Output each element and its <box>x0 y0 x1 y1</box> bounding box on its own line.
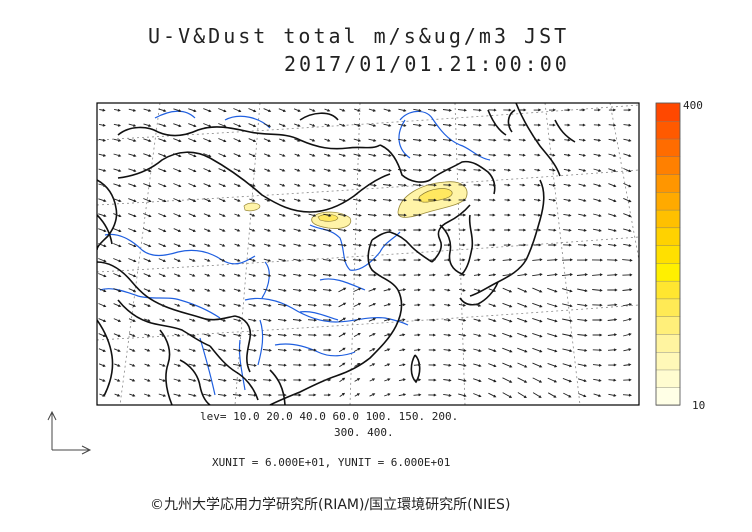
colorbar-segment <box>655 191 681 211</box>
coastlines-and-borders <box>97 103 576 405</box>
colorbar-segment <box>655 298 681 317</box>
dust-concentration-areas <box>243 181 468 229</box>
wind-arrow-field <box>98 108 633 398</box>
colorbar-segment <box>655 156 681 175</box>
colorbar-segment <box>655 315 681 335</box>
colorbar-min-label: 10 <box>692 399 706 412</box>
wind-vectors <box>98 108 633 398</box>
colorbar-max-label: 400 <box>683 99 703 112</box>
colorbar-segment <box>655 209 681 229</box>
map-frame <box>96 102 640 406</box>
colorbar <box>655 102 681 406</box>
colorbar-segment <box>655 262 681 282</box>
colorbar-frame <box>655 102 681 406</box>
colorbar-segment <box>655 351 681 371</box>
colorbar-segment <box>655 333 681 353</box>
map-timestamp: 2017/01/01.21:00:00 <box>284 52 570 76</box>
colorbar-segment <box>655 387 681 406</box>
colorbar-segment <box>655 369 681 388</box>
colorbar-segment <box>655 138 681 157</box>
copyright-notice: ©九州大学応用力学研究所(RIAM)/国立環境研究所(NIES) <box>150 497 511 513</box>
map-title: U-V&Dust total m/s&ug/m3 JST <box>148 24 570 48</box>
colorbar-segment <box>655 120 681 140</box>
contour-levels-line2: 300. 400. <box>334 426 394 439</box>
reference-axes-icon <box>47 410 92 455</box>
colorbar-segment <box>655 244 681 264</box>
colorbar-segment <box>655 280 681 300</box>
colorbar-segment <box>655 173 681 193</box>
vector-units: XUNIT = 6.000E+01, YUNIT = 6.000E+01 <box>212 456 451 469</box>
dust-area-west <box>243 202 261 212</box>
colorbar-segment <box>655 102 681 122</box>
contour-levels-line1: lev= 10.0 20.0 40.0 60.0 100. 150. 200. <box>200 410 459 423</box>
colorbar-segment <box>655 227 681 246</box>
